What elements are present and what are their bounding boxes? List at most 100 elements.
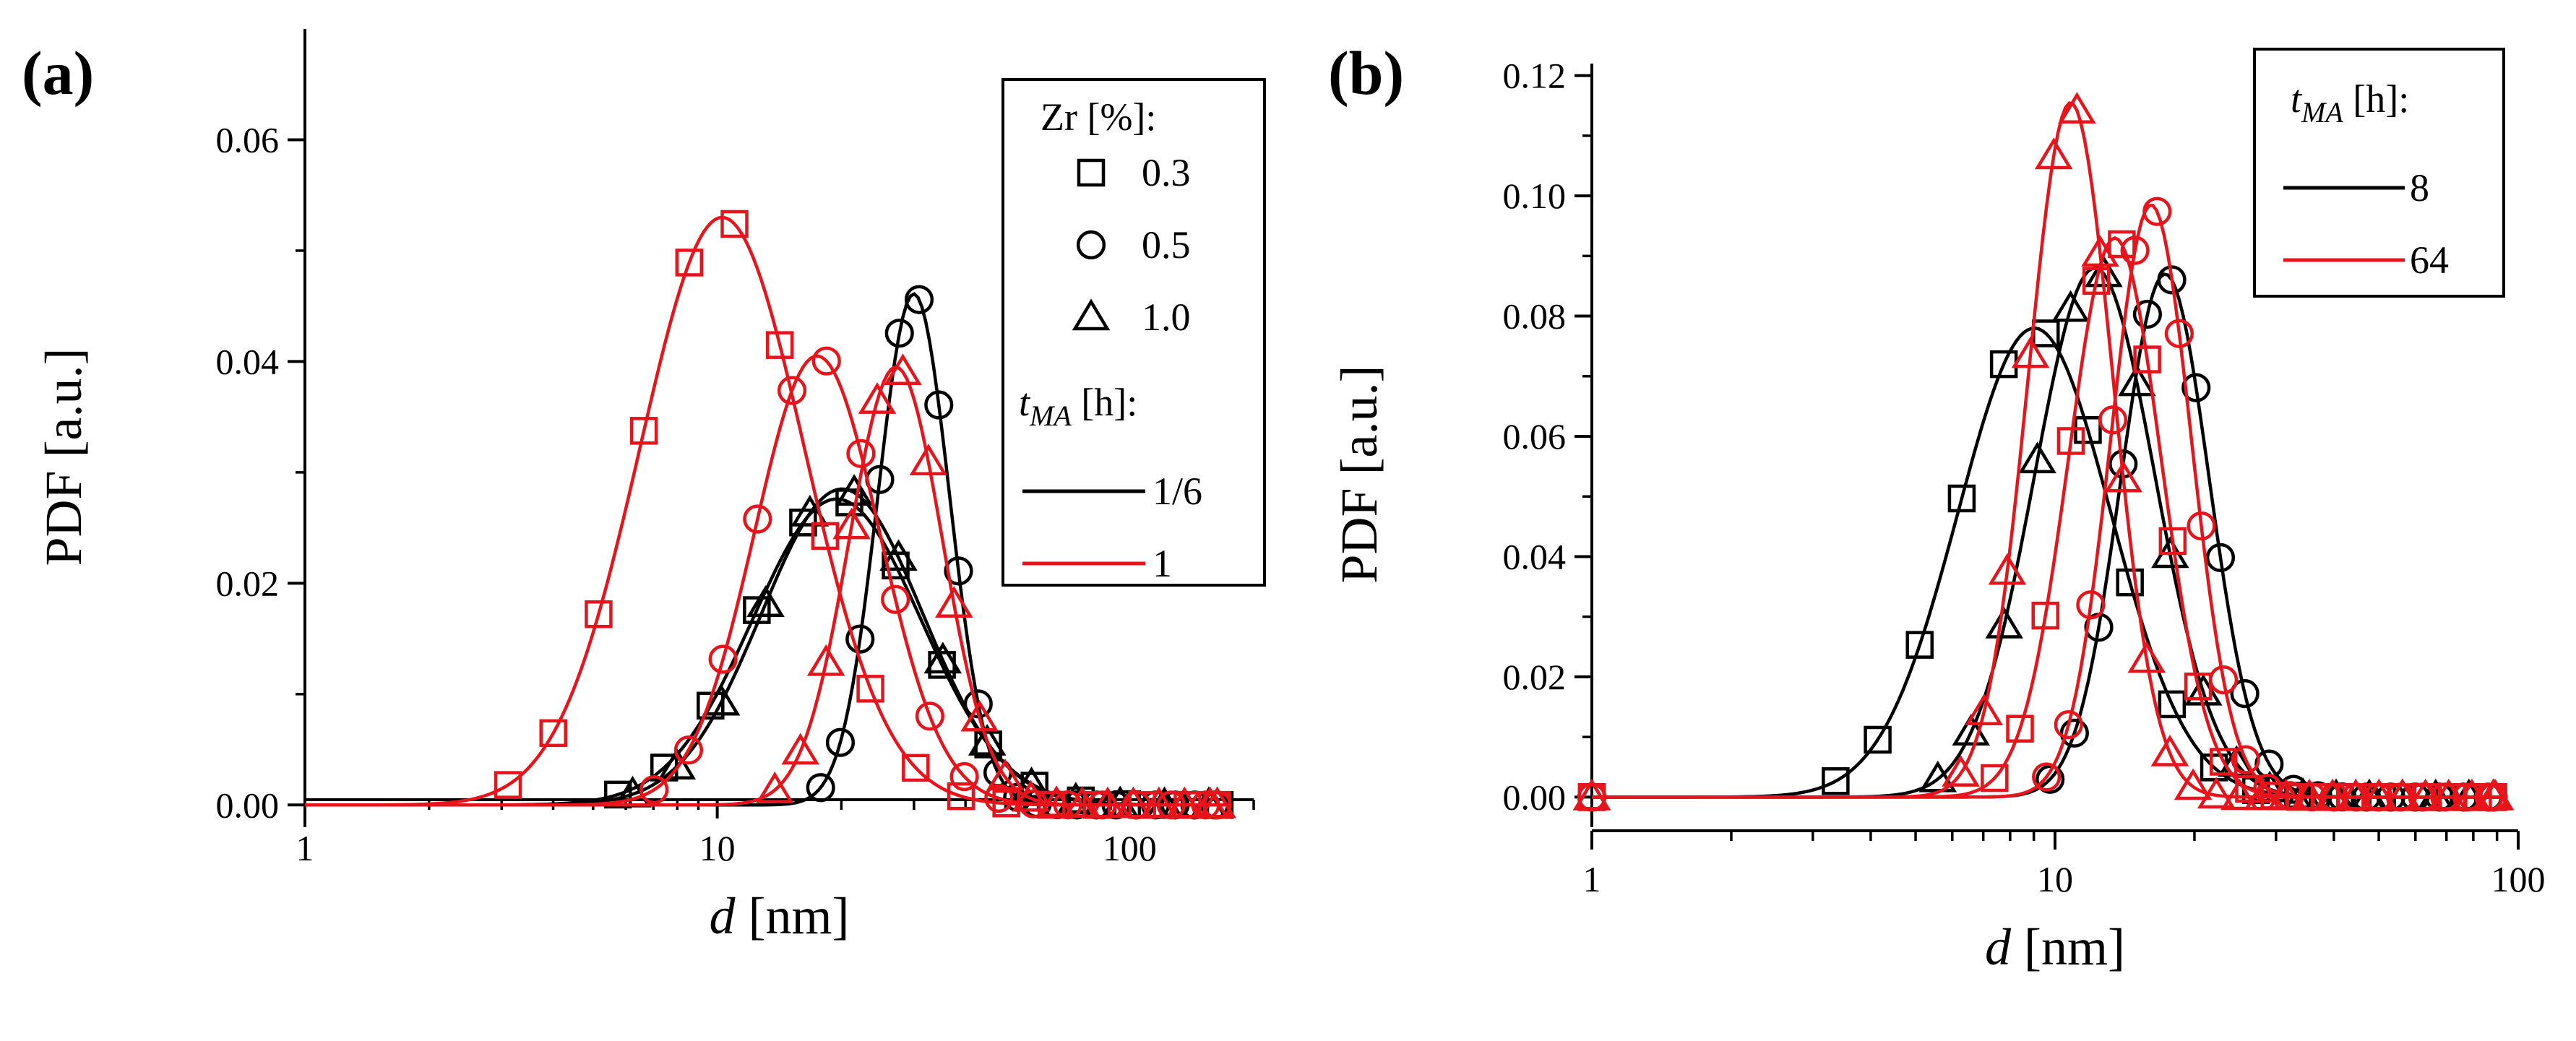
data-point xyxy=(968,724,1007,756)
plot-area xyxy=(305,210,1236,820)
x-tick-label: 10 xyxy=(2037,859,2073,899)
series-line xyxy=(1592,100,2502,799)
legend-label: 64 xyxy=(2410,238,2449,282)
legend-label: 1.0 xyxy=(1142,295,1191,339)
data-point xyxy=(2210,748,2238,776)
data-point xyxy=(494,771,522,799)
data-point xyxy=(960,699,999,732)
data-point xyxy=(585,600,613,629)
data-point xyxy=(986,759,1025,791)
data-point xyxy=(702,683,741,716)
data-point xyxy=(2150,734,2189,766)
data-point xyxy=(856,675,884,703)
data-point xyxy=(2011,336,2050,368)
data-point xyxy=(755,772,794,803)
data-point xyxy=(658,748,697,779)
data-point xyxy=(2360,778,2398,811)
data-point xyxy=(2082,267,2111,295)
x-tick-label: 1 xyxy=(1583,859,1601,899)
data-point xyxy=(629,417,658,445)
data-point xyxy=(949,761,979,792)
legend-label: 0.5 xyxy=(1142,223,1191,267)
data-point xyxy=(2174,768,2213,800)
data-point xyxy=(2116,568,2144,597)
data-point xyxy=(2006,714,2034,743)
data-point xyxy=(1140,786,1179,818)
legend-box xyxy=(1001,78,1266,587)
y-tick-label: 0.06 xyxy=(1503,416,1567,457)
data-point xyxy=(2220,778,2259,811)
x-tick-label: 100 xyxy=(1103,828,1157,868)
data-point xyxy=(858,382,897,414)
x-tick-label: 100 xyxy=(2491,859,2546,899)
y-tick-label: 0.08 xyxy=(1503,296,1567,337)
data-point xyxy=(1037,785,1076,817)
data-point xyxy=(743,504,772,534)
data-point xyxy=(2290,778,2329,811)
data-point xyxy=(1981,764,2009,792)
data-point xyxy=(811,346,841,376)
legend-title-tma: tMA [h]: xyxy=(2291,77,2409,129)
panel-b: 0.00 0.02 0.04 0.06 0.08 0.10 0.12 1 10 100 d [nm]… xyxy=(1328,38,2546,976)
data-point xyxy=(2056,427,2085,455)
series xyxy=(1572,255,2512,811)
data-point xyxy=(2209,665,2239,695)
data-point xyxy=(2158,690,2187,719)
data-point xyxy=(2036,764,2065,794)
data-point xyxy=(1114,786,1153,818)
data-point xyxy=(539,719,567,748)
data-point xyxy=(1012,779,1050,812)
data-point xyxy=(2184,672,2213,701)
data-point xyxy=(1864,725,1892,754)
data-point xyxy=(1088,786,1127,818)
data-point xyxy=(1905,631,1934,659)
data-point xyxy=(2205,543,2236,572)
series xyxy=(1577,265,2508,812)
data-point xyxy=(947,782,975,811)
y-tick-label: 0.12 xyxy=(1503,56,1567,96)
series-line xyxy=(1592,266,2502,799)
data-point xyxy=(765,331,794,359)
data-point xyxy=(2452,778,2491,811)
data-point xyxy=(675,249,704,277)
data-point xyxy=(2313,778,2352,811)
data-point xyxy=(1965,694,2003,726)
axes: 0.00 0.02 0.04 0.06 0.08 0.10 0.12 1 10 100 d [nm]… xyxy=(1328,38,2546,976)
y-tick-label: 0.10 xyxy=(1503,176,1567,216)
legend-marker xyxy=(1077,158,1106,187)
data-point xyxy=(902,753,930,782)
data-point xyxy=(2406,778,2444,811)
data-point xyxy=(806,773,835,803)
series xyxy=(1577,319,2507,811)
data-point xyxy=(2120,236,2150,265)
data-point xyxy=(806,644,845,676)
legend-title-tma: tMA [h]: xyxy=(1019,381,1137,432)
series xyxy=(305,353,1236,818)
data-point xyxy=(944,556,973,586)
legend: tMA [h]:8 64 xyxy=(2253,48,2505,298)
data-point xyxy=(2336,778,2375,811)
data-point xyxy=(708,644,738,674)
legend-marker xyxy=(1076,230,1106,260)
data-point xyxy=(2383,778,2421,811)
data-point xyxy=(2267,778,2305,811)
data-point xyxy=(1572,778,1611,811)
data-point xyxy=(2032,762,2062,792)
data-point xyxy=(2158,527,2187,556)
legend-label: 8 xyxy=(2410,166,2429,210)
y-tick-label: 0.02 xyxy=(1503,657,1567,697)
data-point xyxy=(935,586,973,618)
data-point xyxy=(915,701,944,731)
series xyxy=(1572,92,2515,811)
data-point xyxy=(909,444,948,476)
data-point xyxy=(1947,484,1976,513)
data-point xyxy=(1822,767,1850,795)
data-point xyxy=(2054,710,2083,740)
data-point xyxy=(1063,786,1101,818)
data-point xyxy=(2244,778,2282,811)
panel-label: (b) xyxy=(1328,38,1404,108)
data-point xyxy=(2429,778,2468,811)
data-point xyxy=(1985,606,2023,639)
data-point xyxy=(2034,137,2073,170)
